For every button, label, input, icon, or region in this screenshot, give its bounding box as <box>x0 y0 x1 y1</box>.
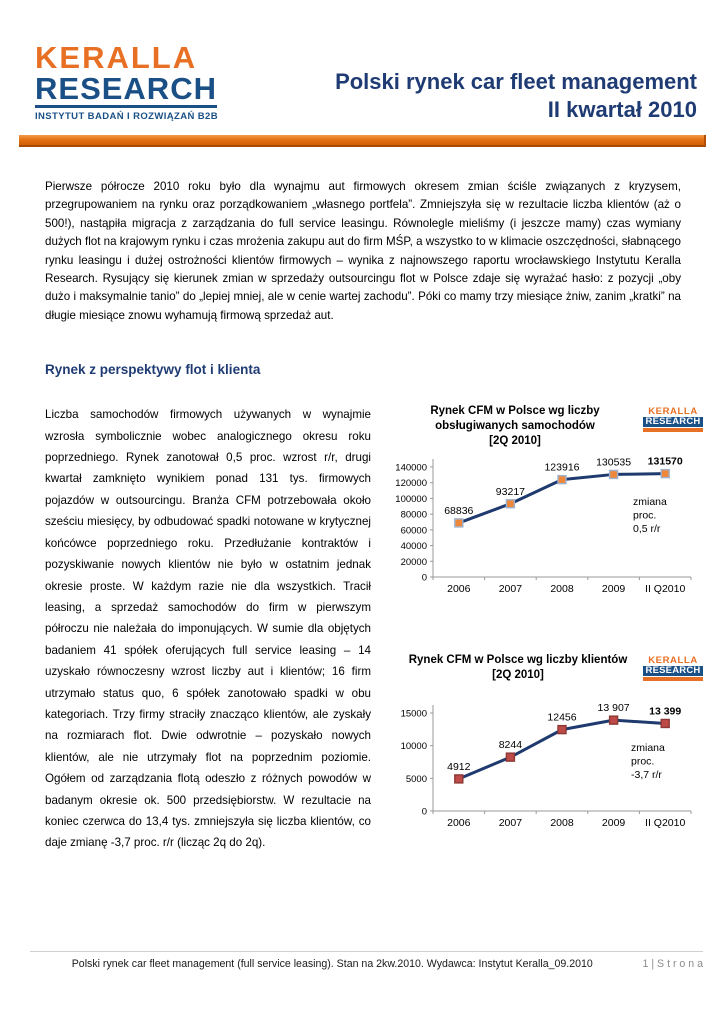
x-category-label: 2007 <box>499 583 523 595</box>
chart-annotation: proc. <box>633 510 656 522</box>
chart-cfm-clients: KERALLA RESEARCH Rynek CFM w Polsce wg l… <box>385 653 703 835</box>
chart-title-line: Rynek CFM w Polsce wg liczby <box>430 405 600 418</box>
data-point-label: 8244 <box>499 739 523 751</box>
footer-page-number: 1 | S t r o n a <box>642 958 703 970</box>
data-point-marker <box>608 469 619 480</box>
data-point-marker <box>505 499 516 509</box>
document-title: Polski rynek car fleet management II kwa… <box>335 68 697 124</box>
x-category-label: 2007 <box>499 817 523 829</box>
x-category-label: II Q2010 <box>645 583 685 595</box>
document-title-line1: Polski rynek car fleet management <box>335 69 697 94</box>
chart-title-line: [2Q 2010] <box>492 669 544 682</box>
chart-annotation: zmiana <box>631 742 665 754</box>
y-tick-label: 140000 <box>395 463 427 474</box>
chart-cfm-clients-plot: 0 5000 10000 15000 2006 2007 2008 2009 II Q2010 4… <box>401 702 692 829</box>
data-point-marker <box>454 774 464 784</box>
header-divider-bar <box>19 135 706 147</box>
page-header: KERALLA RESEARCH INSTYTUT BADAŃ I ROZWIĄ… <box>0 0 725 135</box>
chart-cfm-cars-plot: 0 20000 40000 60000 80000 100000 120000 140000 2… <box>395 456 692 595</box>
chart-cfm-cars-title: Rynek CFM w Polsce wg liczby obsługiwany… <box>389 404 641 449</box>
x-category-label: 2009 <box>602 583 626 595</box>
x-category-label: 2008 <box>550 583 574 595</box>
data-point-marker <box>454 518 464 528</box>
data-point-label: 13 907 <box>598 702 630 714</box>
y-tick-label: 80000 <box>401 510 427 521</box>
mini-logo-research-text: RESEARCH <box>643 417 703 428</box>
logo-research-text: RESEARCH <box>35 71 217 108</box>
y-tick-label: 100000 <box>395 494 427 505</box>
chart-title-line: [2Q 2010] <box>489 435 541 448</box>
data-point-label: 4912 <box>447 761 471 773</box>
data-point-label: 123916 <box>544 462 579 474</box>
mini-logo-research-text: RESEARCH <box>643 666 703 677</box>
y-tick-label: 120000 <box>395 478 427 489</box>
x-category-label: 2009 <box>602 817 626 829</box>
chart-cfm-cars: KERALLA RESEARCH Rynek CFM w Polsce wg l… <box>385 404 703 601</box>
data-point-marker <box>557 475 567 485</box>
keralla-mini-logo: KERALLA RESEARCH <box>643 654 703 682</box>
charts-column: KERALLA RESEARCH Rynek CFM w Polsce wg l… <box>385 404 703 854</box>
data-point-marker <box>505 752 516 763</box>
data-point-label: 130535 <box>596 457 631 469</box>
mini-logo-keralla-text: KERALLA <box>648 655 698 667</box>
mini-logo-keralla-text: KERALLA <box>648 406 698 418</box>
chart-annotation: 0,5 r/r <box>633 523 661 535</box>
data-point-marker <box>608 715 619 726</box>
chart-annotation: proc. <box>631 756 654 768</box>
keralla-mini-logo: KERALLA RESEARCH <box>643 405 703 433</box>
keralla-logo: KERALLA RESEARCH INSTYTUT BADAŃ I ROZWIĄ… <box>35 40 218 122</box>
data-point-marker <box>660 469 670 479</box>
data-point-label: 12456 <box>547 712 576 724</box>
y-tick-label: 0 <box>422 807 427 818</box>
data-point-marker <box>660 719 670 729</box>
logo-tagline: INSTYTUT BADAŃ I ROZWIĄZAŃ B2B <box>35 111 218 122</box>
data-point-label: 68836 <box>444 505 473 517</box>
data-point-label: 131570 <box>648 456 683 468</box>
chart-cfm-clients-title: Rynek CFM w Polsce wg liczby klientów [2… <box>389 653 647 683</box>
logo-keralla-text: KERALLA <box>35 40 198 75</box>
document-title-line2: II kwartał 2010 <box>547 97 697 122</box>
data-point-label: 93217 <box>496 486 525 498</box>
y-tick-label: 60000 <box>401 526 427 537</box>
x-category-label: 2006 <box>447 817 471 829</box>
y-tick-label: 15000 <box>401 709 427 720</box>
mini-logo-orange-bar <box>643 677 703 682</box>
y-tick-label: 10000 <box>401 741 427 752</box>
page-footer: Polski rynek car fleet management (full … <box>30 951 703 970</box>
intro-paragraph: Pierwsze półrocze 2010 roku było dla wyn… <box>45 180 681 322</box>
footer-text: Polski rynek car fleet management (full … <box>71 958 593 970</box>
data-point-label: 13 399 <box>649 706 681 718</box>
chart-title-line: obsługiwanych samochodów <box>435 420 595 433</box>
x-category-label: 2006 <box>447 583 471 595</box>
x-category-label: II Q2010 <box>645 817 685 829</box>
y-tick-label: 5000 <box>406 774 427 785</box>
chart-title-line: Rynek CFM w Polsce wg liczby klientów <box>408 654 628 667</box>
section-heading: Rynek z perspektywy flot i klienta <box>45 362 261 378</box>
content-columns: Liczba samochodów firmowych używanych w … <box>45 404 703 854</box>
chart-annotation: zmiana <box>633 496 667 508</box>
body-text-column: Liczba samochodów firmowych używanych w … <box>45 408 371 850</box>
mini-logo-orange-bar <box>643 428 703 433</box>
y-tick-label: 0 <box>422 573 427 584</box>
y-tick-label: 20000 <box>401 557 427 568</box>
x-category-label: 2008 <box>550 817 574 829</box>
chart-annotation: -3,7 r/r <box>631 769 662 781</box>
data-point-marker <box>557 725 567 735</box>
y-tick-label: 40000 <box>401 541 427 552</box>
